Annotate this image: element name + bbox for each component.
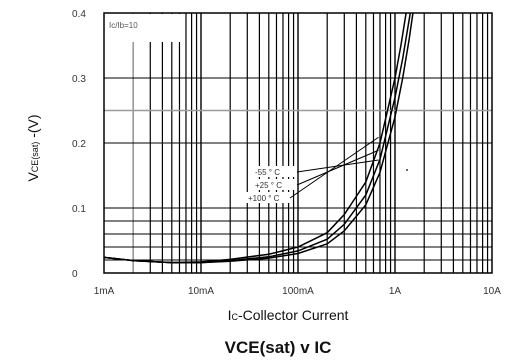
series-line	[104, 13, 407, 264]
legend-bg	[253, 179, 297, 190]
x-axis-label: IC-Collector Current	[228, 307, 349, 323]
leader-line	[296, 149, 379, 186]
x-tick-label: 1A	[389, 286, 402, 297]
leader-line	[289, 136, 379, 199]
y-tick-label: 0.1	[72, 204, 86, 215]
legend-label: +100 ° C	[248, 194, 280, 203]
condition-box	[105, 14, 181, 42]
condition-label: Ic/Ib=10	[109, 21, 138, 30]
leader-line	[296, 159, 379, 173]
y-tick-label: 0.2	[72, 139, 86, 150]
x-tick-label: 1mA	[94, 286, 115, 297]
legend-bg	[253, 166, 297, 177]
plot-border	[103, 12, 493, 274]
y-tick-label: 0.3	[72, 74, 86, 85]
x-tick-label: 100mA	[282, 286, 314, 297]
dot-mark	[406, 169, 408, 171]
x-tick-label: 10A	[483, 286, 501, 297]
legend: -55 ° C +25 ° C +100 ° C	[246, 136, 379, 203]
legend-bg	[246, 192, 290, 203]
y-axis-label: VCE(sat) -(V)	[25, 114, 41, 181]
y-tick-label: 0	[72, 269, 78, 280]
y-tick-label: 0.4	[72, 9, 86, 20]
chart-title: VCE(sat) v IC	[225, 338, 332, 357]
legend-label: -55 ° C	[255, 168, 280, 177]
curves	[104, 13, 414, 264]
x-tick-label: 10mA	[188, 286, 214, 297]
legend-label: +25 ° C	[255, 181, 282, 190]
